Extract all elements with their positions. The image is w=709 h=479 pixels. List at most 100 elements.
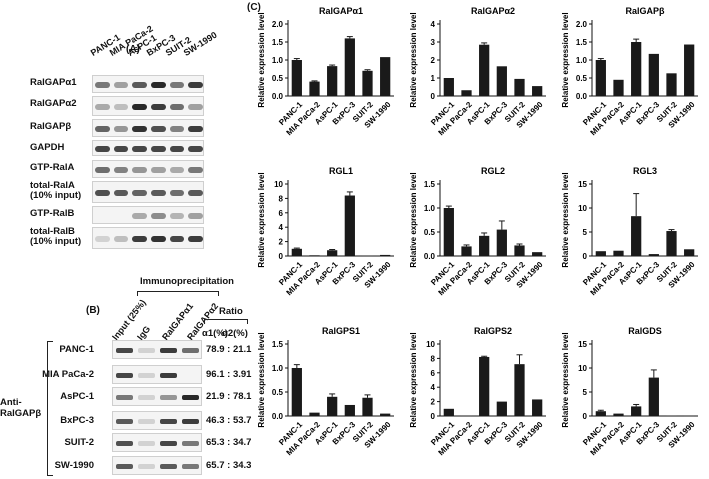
y-tick-label: 0 <box>279 252 284 261</box>
blot-band <box>95 146 110 152</box>
bar <box>648 53 659 96</box>
ip-band <box>182 441 199 446</box>
ratio-title: Ratio <box>219 306 243 317</box>
y-axis-label: Relative expression level <box>257 332 266 427</box>
bar <box>309 255 320 256</box>
blot-band <box>169 167 185 173</box>
ip-band <box>116 419 133 424</box>
blot-row-label: GAPDH <box>30 143 92 153</box>
y-tick-label: 8 <box>279 194 284 203</box>
blot-strip <box>92 227 204 249</box>
y-tick-label: 10 <box>274 180 283 189</box>
blot-band <box>113 190 129 196</box>
ratio-separator: : <box>224 369 233 380</box>
blot-band <box>113 104 129 110</box>
blot-band <box>113 167 129 173</box>
panel-c-bar-charts: RalGAPα1 Relative expression level 0.0 0.5 1… <box>250 0 709 479</box>
side-bracket <box>47 341 53 476</box>
blot-band <box>169 213 185 219</box>
bar <box>327 66 338 96</box>
bar <box>532 399 543 416</box>
ip-band <box>160 348 177 353</box>
bar <box>496 229 507 256</box>
y-tick-label: 4 <box>431 383 436 392</box>
blot-band <box>95 126 110 132</box>
ip-row-label: AsPC-1 <box>60 391 94 402</box>
bar <box>380 413 391 416</box>
chart-title: RalGAPβ <box>625 6 665 16</box>
bar <box>291 60 302 96</box>
y-tick-label: 3 <box>431 38 436 47</box>
y-tick-label: 0 <box>431 412 436 421</box>
blot-band <box>169 104 185 110</box>
blot-strip <box>92 206 204 224</box>
ip-band <box>160 373 177 378</box>
bar <box>327 250 338 256</box>
y-tick-label: 1.0 <box>272 56 284 65</box>
bar <box>684 249 695 256</box>
ip-row-label: PANC-1 <box>59 344 94 355</box>
y-tick-label: 10 <box>426 340 435 349</box>
blot-band <box>188 126 203 132</box>
ip-ratio: 96.1 : 3.91 <box>206 369 251 380</box>
bar <box>595 251 606 256</box>
bar <box>479 44 490 96</box>
ip-band <box>138 464 155 469</box>
panel-b-immunoprecipitation: Immunoprecipitation Input (25%) IgG RalGAPα… <box>0 270 251 479</box>
ratio-alpha1-value: 21.9 <box>206 391 225 402</box>
chart-title: RGL1 <box>329 166 353 176</box>
ratio-alpha2-value: 78.1 <box>232 391 252 402</box>
y-tick-label: 4 <box>279 223 284 232</box>
bar <box>461 415 472 417</box>
blot-band <box>151 167 166 173</box>
bar <box>666 73 677 96</box>
bar <box>514 78 525 96</box>
bar <box>613 413 624 416</box>
ip-band <box>116 373 133 378</box>
blot-row-title: GTP-RalB <box>30 208 75 219</box>
bar <box>309 412 320 416</box>
bar <box>461 246 472 256</box>
blot-band <box>151 190 166 196</box>
bar <box>496 401 507 416</box>
y-axis-label: Relative expression level <box>409 172 418 267</box>
bar <box>380 254 391 256</box>
y-tick-label: 2 <box>431 398 436 407</box>
blot-band <box>95 190 110 196</box>
ratio-separator: : <box>224 344 233 355</box>
bar-chart: RalGPS1 Relative expression level 0.0 0.5 1.… <box>257 326 394 457</box>
y-axis-label: Relative expression level <box>257 172 266 267</box>
bar <box>443 78 454 96</box>
ip-band <box>160 464 177 469</box>
y-tick-label: 2 <box>431 56 436 65</box>
ip-band <box>182 419 199 424</box>
ip-ratio: 21.9 : 78.1 <box>206 391 251 402</box>
bar <box>631 216 642 256</box>
blot-strip <box>92 160 204 178</box>
ratio-alpha1-value: 65.7 <box>206 460 225 471</box>
ip-blot-strip <box>112 365 202 384</box>
blot-band <box>151 82 166 88</box>
ratio-alpha2-value: 3.91 <box>232 369 252 380</box>
ip-band <box>182 348 199 353</box>
y-axis-label: Relative expression level <box>257 12 266 107</box>
ip-band <box>160 395 177 400</box>
blot-strip <box>92 181 204 203</box>
blot-row-label: GTP-RalA <box>30 163 92 173</box>
blot-band <box>151 236 166 242</box>
y-tick-label: 0.5 <box>272 388 284 397</box>
ip-row-label: SUIT-2 <box>64 437 94 448</box>
chart-title: RalGDS <box>628 326 662 336</box>
bar <box>443 208 454 256</box>
ip-band <box>138 419 155 424</box>
bar <box>595 60 606 96</box>
bar <box>380 57 391 96</box>
ratio-col-alpha2: α2(%) <box>222 328 248 339</box>
ip-band <box>116 441 133 446</box>
y-tick-label: 10 <box>578 204 587 213</box>
y-tick-label: 1.5 <box>424 180 436 189</box>
blot-band <box>132 213 147 219</box>
blot-row-title: GAPDH <box>30 142 65 153</box>
ip-blot-strip <box>112 387 202 406</box>
